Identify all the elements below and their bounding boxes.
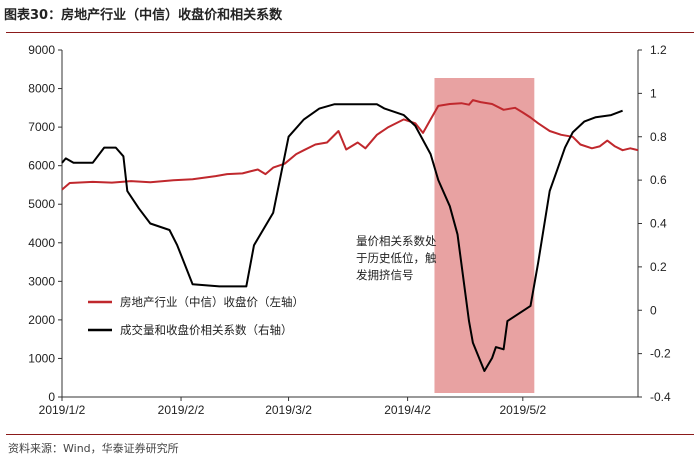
chart-title: 图表30：房地产行业（中信）收盘价和相关系数 [4, 8, 283, 23]
highlight-layer [434, 78, 535, 393]
correlation-series-line [61, 103, 623, 372]
right-tick-label: 0.2 [650, 260, 667, 274]
annotation-line: 量价相关系数处 [356, 234, 437, 248]
left-tick-label: 6000 [28, 159, 55, 173]
right-tick-label: 1.2 [650, 43, 667, 57]
x-tick-label: 2019/4/2 [384, 403, 431, 417]
right-tick-label: 0.6 [650, 173, 667, 187]
left-tick-label: 3000 [28, 274, 55, 288]
legend: 房地产行业（中信）收盘价（左轴） 成交量和收盘价相关系数（右轴） [88, 295, 304, 337]
left-tick-label: 7000 [28, 120, 55, 134]
source-note: 资料来源：Wind，华泰证券研究所 [8, 442, 179, 455]
title-bar [6, 6, 694, 33]
right-tick-label: 0.8 [650, 130, 667, 144]
annotation-line: 于历史低位，触 [356, 251, 437, 265]
x-tick-label: 2019/5/2 [499, 403, 546, 417]
left-tick-label: 4000 [28, 236, 55, 250]
left-tick-label: 9000 [28, 43, 55, 57]
highlight-band [434, 78, 535, 393]
left-tick-label: 0 [48, 390, 55, 404]
left-tick-label: 1000 [28, 351, 55, 365]
left-tick-label: 8000 [28, 82, 55, 96]
legend-label: 成交量和收盘价相关系数（右轴） [120, 323, 293, 337]
axes-layer: 0 1000 2000 3000 4000 5000 6000 7000 8000 9000 -0.… [28, 43, 671, 417]
right-tick-label: 0.4 [650, 217, 667, 231]
right-tick-label: 0 [650, 303, 657, 317]
x-tick-label: 2019/2/2 [158, 403, 205, 417]
x-tick-label: 2019/3/2 [265, 403, 312, 417]
x-tick-label: 2019/1/2 [39, 403, 86, 417]
legend-label: 房地产行业（中信）收盘价（左轴） [120, 295, 304, 309]
source-divider [6, 434, 694, 435]
right-tick-label: -0.2 [650, 347, 671, 361]
left-tick-label: 5000 [28, 197, 55, 211]
right-tick-label: 1 [650, 86, 657, 100]
left-tick-label: 2000 [28, 313, 55, 327]
price-series-line [61, 99, 639, 191]
series-layer [61, 99, 639, 372]
annotation-line: 发拥挤信号 [356, 268, 414, 282]
right-tick-label: -0.4 [650, 390, 671, 404]
